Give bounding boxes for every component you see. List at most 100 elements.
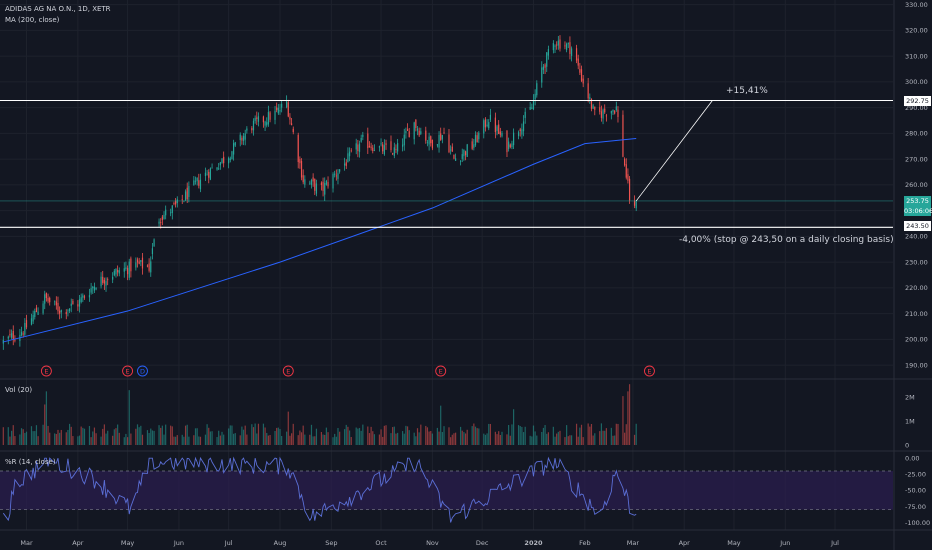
volume-bar [524, 426, 526, 445]
volume-axis-label: 1M [905, 417, 915, 425]
volume-bar [49, 432, 51, 445]
stop-price-tag: 243.50 [904, 221, 931, 231]
volume-axis-label: 0 [905, 441, 909, 449]
volume-bar [570, 435, 573, 445]
time-axis-label: Jul [830, 539, 839, 547]
candle-body [115, 268, 117, 275]
volume-bar [614, 435, 616, 445]
volume-bar [463, 432, 465, 445]
candle-body [161, 216, 163, 221]
candle-body [315, 183, 318, 194]
candle-body [163, 214, 165, 219]
volume-bar [521, 426, 523, 445]
volume-bar [380, 429, 382, 445]
candle-body [10, 333, 13, 338]
candle-body [534, 93, 536, 100]
candle-body [406, 129, 409, 131]
candle-body [49, 297, 51, 303]
candle-body [146, 265, 149, 267]
candle-body [290, 123, 293, 126]
volume-bar [204, 434, 207, 445]
volume-bar [393, 426, 395, 445]
volume-bar [290, 433, 293, 445]
volume-bar [600, 423, 603, 445]
candle-body [570, 48, 573, 56]
candle-body [358, 143, 361, 152]
candle-body [135, 262, 137, 268]
volume-bar [161, 425, 163, 445]
volume-bar [138, 427, 140, 445]
candle-body [521, 129, 523, 135]
candle-body [455, 158, 457, 161]
candle-body [221, 158, 223, 163]
candle-body [464, 151, 467, 156]
candle-body [148, 263, 150, 271]
volume-bar [403, 433, 405, 445]
candle-body [25, 320, 28, 328]
williams-r-legend[interactable]: %R (14, close) [5, 458, 56, 466]
volume-bar [590, 423, 593, 445]
candle-body [126, 268, 129, 275]
volume-bar [254, 423, 256, 445]
time-axis-label: May [121, 539, 135, 547]
candle-body [267, 111, 269, 125]
volume-bar [88, 426, 91, 445]
volume-bar [474, 426, 477, 445]
candle-body [276, 107, 278, 111]
candle-body [373, 150, 376, 152]
ma-legend[interactable]: MA (200, close) [5, 16, 60, 24]
event-marker [644, 365, 655, 377]
volume-bar [221, 431, 223, 445]
volume-bar [506, 434, 508, 445]
candle-body [231, 151, 233, 160]
volume-bar [302, 425, 304, 445]
volume-bar [426, 427, 429, 445]
candle-body [186, 187, 188, 200]
volume-bar [522, 432, 525, 445]
candle-body [241, 137, 243, 141]
candle-body [103, 279, 105, 284]
candle-body [57, 302, 59, 312]
volume-bar [587, 423, 589, 445]
candle-body [256, 117, 258, 119]
event-marker [435, 365, 447, 377]
volume-bar [327, 432, 329, 445]
candle-body [383, 145, 385, 155]
candle-body [552, 43, 554, 51]
candle-body [357, 144, 359, 152]
candle-body [59, 310, 61, 314]
volume-bar [358, 427, 361, 445]
time-axis-label: Apr [679, 539, 691, 547]
volume-legend[interactable]: Vol (20) [5, 386, 33, 394]
candle-body [277, 107, 279, 114]
volume-bar [450, 437, 452, 445]
candle-body [325, 180, 327, 185]
volume-bar [315, 428, 318, 445]
candle-body [170, 212, 172, 214]
candle-body [378, 146, 381, 148]
volume-bar [216, 437, 218, 445]
candle-body [193, 180, 195, 185]
volume-bar [461, 430, 463, 445]
volume-bar [541, 431, 543, 445]
volume-bar [325, 427, 327, 445]
candle-body [196, 177, 198, 182]
candle-body [610, 110, 612, 114]
symbol-title[interactable]: ADIDAS AG NA O.N., 1D, XETR [5, 5, 111, 13]
volume-bar [332, 437, 334, 445]
candle-body [441, 135, 443, 140]
volume-bar [473, 423, 475, 445]
volume-bar [30, 426, 33, 445]
volume-bar [95, 433, 97, 445]
volume-bar [617, 423, 619, 445]
candle-body [297, 134, 299, 163]
volume-bar [395, 433, 397, 445]
candle-body [440, 133, 442, 141]
volume-bar [594, 433, 596, 445]
candle-body [403, 134, 405, 146]
volume-bar [130, 433, 132, 445]
volume-bar [436, 427, 438, 445]
candle-body [426, 141, 429, 143]
volume-bar [534, 431, 536, 445]
